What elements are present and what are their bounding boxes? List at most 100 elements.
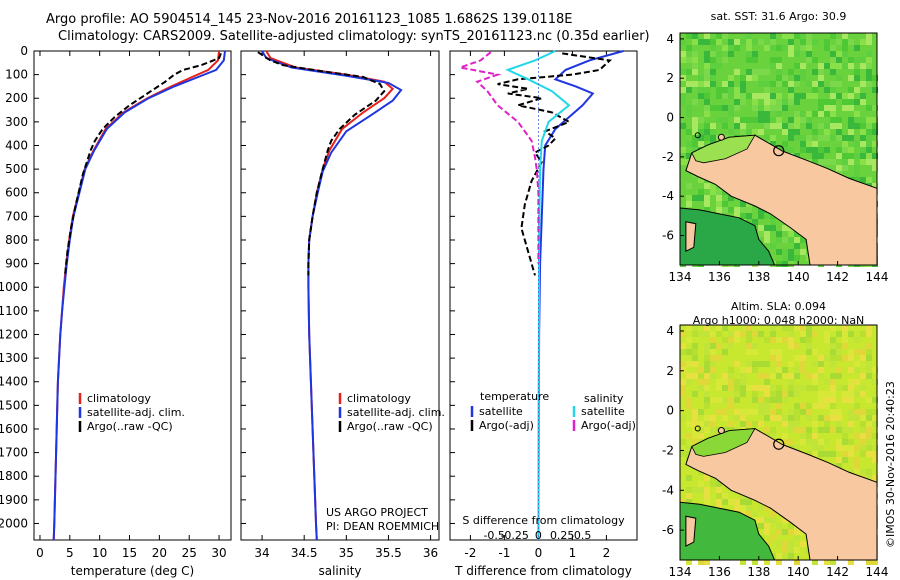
sla_map-cell	[704, 349, 710, 355]
temperature-ytick-label: 1400	[0, 375, 28, 389]
sst_map-cell	[860, 123, 866, 129]
sst_map-cell	[776, 231, 782, 237]
sla_map-cell	[716, 487, 722, 493]
sst_map-cell	[728, 105, 734, 111]
sst_map-xtick-label: 138	[747, 270, 770, 284]
salinity-panel: 34 34.5 35 35.5 36 salinity climatologysatelli…	[240, 50, 445, 578]
sla_map-cell	[782, 325, 788, 331]
sla_map-cell	[824, 337, 830, 343]
sla_map-cell	[776, 541, 782, 547]
sst_map-cell	[788, 45, 794, 51]
sst_map-cell	[860, 117, 866, 123]
sst_map-cell	[716, 63, 722, 69]
sla_map-cell	[680, 499, 686, 505]
sst_map-cell	[830, 123, 836, 129]
sla_map-cell	[698, 379, 704, 385]
sla_map-cell	[698, 373, 704, 379]
sst_map-ytick-label: -4	[662, 189, 674, 203]
sst_map-cell	[770, 243, 776, 249]
sst_map-frame	[679, 32, 878, 266]
sla_map-cell	[776, 373, 782, 379]
sst_map-cell	[716, 39, 722, 45]
sst_map-cell	[698, 177, 704, 183]
sla_map-cell	[860, 409, 866, 415]
sst_map-cell	[854, 153, 860, 159]
sst_map-cell	[776, 75, 782, 81]
sla_map-cell	[716, 343, 722, 349]
sla_map-cell	[830, 403, 836, 409]
sla_map-cell	[698, 427, 704, 433]
temperature-xtick-label: 5	[66, 546, 74, 560]
sst_map-cell	[800, 93, 806, 99]
sst_map-cell	[692, 141, 698, 147]
sla_map-cell	[680, 385, 686, 391]
sla_map-cell	[848, 427, 854, 433]
temperature-legend-label: climatology	[87, 392, 151, 405]
difference-sal-tick-label: 0.25	[550, 529, 575, 542]
sst_map-cell	[734, 39, 740, 45]
sla_map-cell	[704, 373, 710, 379]
sst_map-cell	[770, 99, 776, 105]
sst_map-cell	[824, 99, 830, 105]
sst_map-cell	[788, 81, 794, 87]
sst_map-cell	[764, 81, 770, 87]
sst_map-cell	[842, 63, 848, 69]
sst_map-cell	[860, 57, 866, 63]
sla_map-cell	[848, 331, 854, 337]
sla_map-cell	[704, 403, 710, 409]
sla_map-cell	[746, 367, 752, 373]
sst_map-cell	[854, 141, 860, 147]
sla_map-cell	[806, 439, 812, 445]
sla_map-cell	[782, 397, 788, 403]
sst_map-cell	[764, 231, 770, 237]
difference-legend-header-sal: salinity	[584, 392, 624, 405]
sla_map-cell	[848, 391, 854, 397]
sla_map-cell	[704, 355, 710, 361]
sst_map-cell	[830, 99, 836, 105]
sla_map-cell	[782, 415, 788, 421]
sst_map-cell	[716, 93, 722, 99]
sst_map-cell	[848, 153, 854, 159]
sst_map-cell	[866, 75, 872, 81]
sst_map-cell	[692, 69, 698, 75]
sla_map-cell	[788, 541, 794, 547]
sla_map-cell	[686, 337, 692, 343]
sla_map-cell	[812, 403, 818, 409]
sst_map-cell	[794, 153, 800, 159]
sla_map-cell	[824, 331, 830, 337]
sla_map-cell	[704, 325, 710, 331]
temperature-series-climatology	[52, 50, 221, 541]
sla_map-cell	[824, 391, 830, 397]
sst_map-cell	[800, 117, 806, 123]
sla_map-cell	[848, 439, 854, 445]
sst_map-cell	[782, 99, 788, 105]
sla_map-cell	[842, 325, 848, 331]
temperature-xtick-label: 20	[152, 546, 167, 560]
sst_map-cell	[788, 231, 794, 237]
sla_map-cell	[698, 367, 704, 373]
sla_map-cell	[830, 415, 836, 421]
sla_map-cell	[860, 469, 866, 475]
sst_map-cell	[788, 87, 794, 93]
sst_map-ytick-label: 2	[666, 71, 674, 85]
sst_map-cell	[836, 129, 842, 135]
sla_map-cell	[770, 331, 776, 337]
sst_map-cell	[818, 81, 824, 87]
sst_map-cell	[776, 69, 782, 75]
sla_map-cell	[746, 499, 752, 505]
sla_map-cell	[758, 397, 764, 403]
sst_map-cell	[734, 213, 740, 219]
sla_map-cell	[740, 421, 746, 427]
sla_map-cell	[830, 325, 836, 331]
sla_map-cell	[752, 397, 758, 403]
difference-series-t-argo-adj-	[497, 52, 613, 276]
sla_map-cell	[788, 391, 794, 397]
sst_map-cell	[728, 39, 734, 45]
sst_map-cell	[686, 111, 692, 117]
sst_map-cell	[770, 105, 776, 111]
sst_map-cell	[770, 39, 776, 45]
sst_map-cell	[692, 117, 698, 123]
sst_map-cell	[836, 81, 842, 87]
sla_map-cell	[770, 349, 776, 355]
sla_map-cell	[722, 493, 728, 499]
